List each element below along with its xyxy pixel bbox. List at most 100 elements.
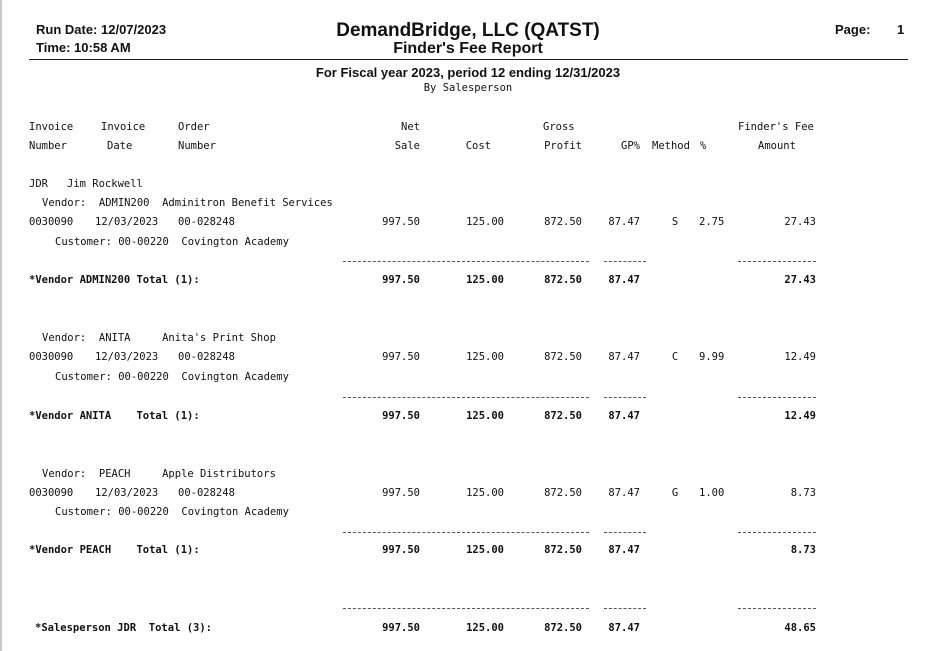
col-cost: Cost (465, 140, 491, 152)
customer-line: Customer: 00-00220 Covington Academy (55, 236, 289, 248)
page-label: Page: (835, 22, 871, 37)
row-order-number: 00-028248 (178, 487, 235, 499)
page-edge (0, 0, 2, 651)
total-fee: 27.43 (784, 274, 816, 286)
total-cost: 125.00 (466, 274, 504, 286)
total-fee: 48.65 (784, 622, 816, 634)
row-pct: 1.00 (699, 487, 725, 499)
subtotal-rule (343, 397, 589, 398)
total-net-sale: 997.50 (382, 274, 420, 286)
col-gross-profit-1: Gross (543, 121, 575, 133)
customer-line: Customer: 00-00220 Covington Academy (55, 506, 289, 518)
run-time: Time: 10:58 AM (36, 40, 131, 55)
fee-rule (738, 608, 816, 609)
total-gross-profit: 872.50 (544, 622, 582, 634)
total-gp-pct: 87.47 (608, 544, 640, 556)
report-title: Finder's Fee Report (393, 40, 543, 57)
col-invoice-date-2: Date (107, 140, 133, 152)
row-fee: 27.43 (784, 216, 816, 228)
col-net-sale-1: Net (401, 121, 420, 133)
col-gp-pct: GP% (621, 140, 640, 152)
gp-rule (604, 532, 646, 533)
total-fee: 8.73 (790, 544, 816, 556)
fee-rule (738, 397, 816, 398)
row-pct: 9.99 (699, 351, 725, 363)
header-rule (29, 59, 908, 60)
col-invoice-date-1: Invoice (101, 121, 146, 133)
salesperson-code: JDR (29, 178, 48, 190)
total-cost: 125.00 (466, 410, 504, 422)
total-net-sale: 997.50 (382, 544, 420, 556)
total-fee: 12.49 (784, 410, 816, 422)
fee-rule (738, 532, 816, 533)
total-gross-profit: 872.50 (544, 410, 582, 422)
row-invoice-number: 0030090 (29, 351, 74, 363)
col-pct: % (700, 140, 707, 152)
col-invoice-number-2: Number (29, 140, 67, 152)
total-gross-profit: 872.50 (544, 274, 582, 286)
row-gp-pct: 87.47 (608, 487, 640, 499)
fiscal-period: For Fiscal year 2023, period 12 ending 1… (315, 65, 621, 80)
row-gross-profit: 872.50 (544, 487, 582, 499)
row-fee: 12.49 (784, 351, 816, 363)
total-gross-profit: 872.50 (544, 544, 582, 556)
row-invoice-number: 0030090 (29, 487, 74, 499)
subtotal-rule (343, 261, 589, 262)
col-method: Method (652, 140, 690, 152)
row-invoice-number: 0030090 (29, 216, 74, 228)
row-method: S (671, 216, 679, 228)
row-cost: 125.00 (466, 487, 504, 499)
vendor-line: Vendor: ANITA Anita's Print Shop (42, 332, 276, 344)
row-gross-profit: 872.50 (544, 351, 582, 363)
row-net-sale: 997.50 (382, 487, 420, 499)
total-net-sale: 997.50 (382, 622, 420, 634)
total-gp-pct: 87.47 (608, 622, 640, 634)
col-order-number-1: Order (178, 121, 210, 133)
total-cost: 125.00 (466, 544, 504, 556)
row-order-number: 00-028248 (178, 216, 235, 228)
row-invoice-date: 12/03/2023 (95, 487, 159, 499)
col-gross-profit-2: Profit (544, 140, 582, 152)
total-cost: 125.00 (466, 622, 504, 634)
gp-rule (604, 397, 646, 398)
company-name: DemandBridge, LLC (QATST) (336, 20, 600, 41)
col-finders-fee-1: Finder's Fee (738, 121, 814, 133)
vendor-line: Vendor: ADMIN200 Adminitron Benefit Serv… (42, 197, 333, 209)
row-gross-profit: 872.50 (544, 216, 582, 228)
total-gp-pct: 87.47 (608, 410, 640, 422)
row-gp-pct: 87.47 (608, 351, 640, 363)
customer-line: Customer: 00-00220 Covington Academy (55, 371, 289, 383)
fee-rule (738, 261, 816, 262)
subtotal-rule (343, 532, 589, 533)
row-order-number: 00-028248 (178, 351, 235, 363)
gp-rule (604, 608, 646, 609)
sort-line: By Salesperson (423, 82, 513, 94)
vendor-total-label: *Vendor PEACH Total (1): (29, 544, 200, 556)
run-date: Run Date: 12/07/2023 (36, 22, 167, 37)
col-invoice-number-1: Invoice (29, 121, 74, 133)
vendor-total-label: *Vendor ADMIN200 Total (1): (29, 274, 200, 286)
row-cost: 125.00 (466, 216, 504, 228)
row-gp-pct: 87.47 (608, 216, 640, 228)
total-gp-pct: 87.47 (608, 274, 640, 286)
row-net-sale: 997.50 (382, 351, 420, 363)
vendor-total-label: *Vendor ANITA Total (1): (29, 410, 200, 422)
col-net-sale-2: Sale (394, 140, 420, 152)
vendor-line: Vendor: PEACH Apple Distributors (42, 468, 276, 480)
col-order-number-2: Number (178, 140, 216, 152)
row-cost: 125.00 (466, 351, 504, 363)
subtotal-rule (343, 608, 589, 609)
gp-rule (604, 261, 646, 262)
row-fee: 8.73 (790, 487, 816, 499)
col-finders-fee-2: Amount (758, 140, 796, 152)
row-pct: 2.75 (699, 216, 725, 228)
total-net-sale: 997.50 (382, 410, 420, 422)
row-invoice-date: 12/03/2023 (95, 216, 159, 228)
row-method: C (671, 351, 679, 363)
page-number: 1 (897, 22, 905, 37)
salesperson-total-label: *Salesperson JDR Total (3): (35, 622, 213, 634)
salesperson-name: Jim Rockwell (67, 178, 143, 190)
row-method: G (671, 487, 679, 499)
row-invoice-date: 12/03/2023 (95, 351, 159, 363)
row-net-sale: 997.50 (382, 216, 420, 228)
